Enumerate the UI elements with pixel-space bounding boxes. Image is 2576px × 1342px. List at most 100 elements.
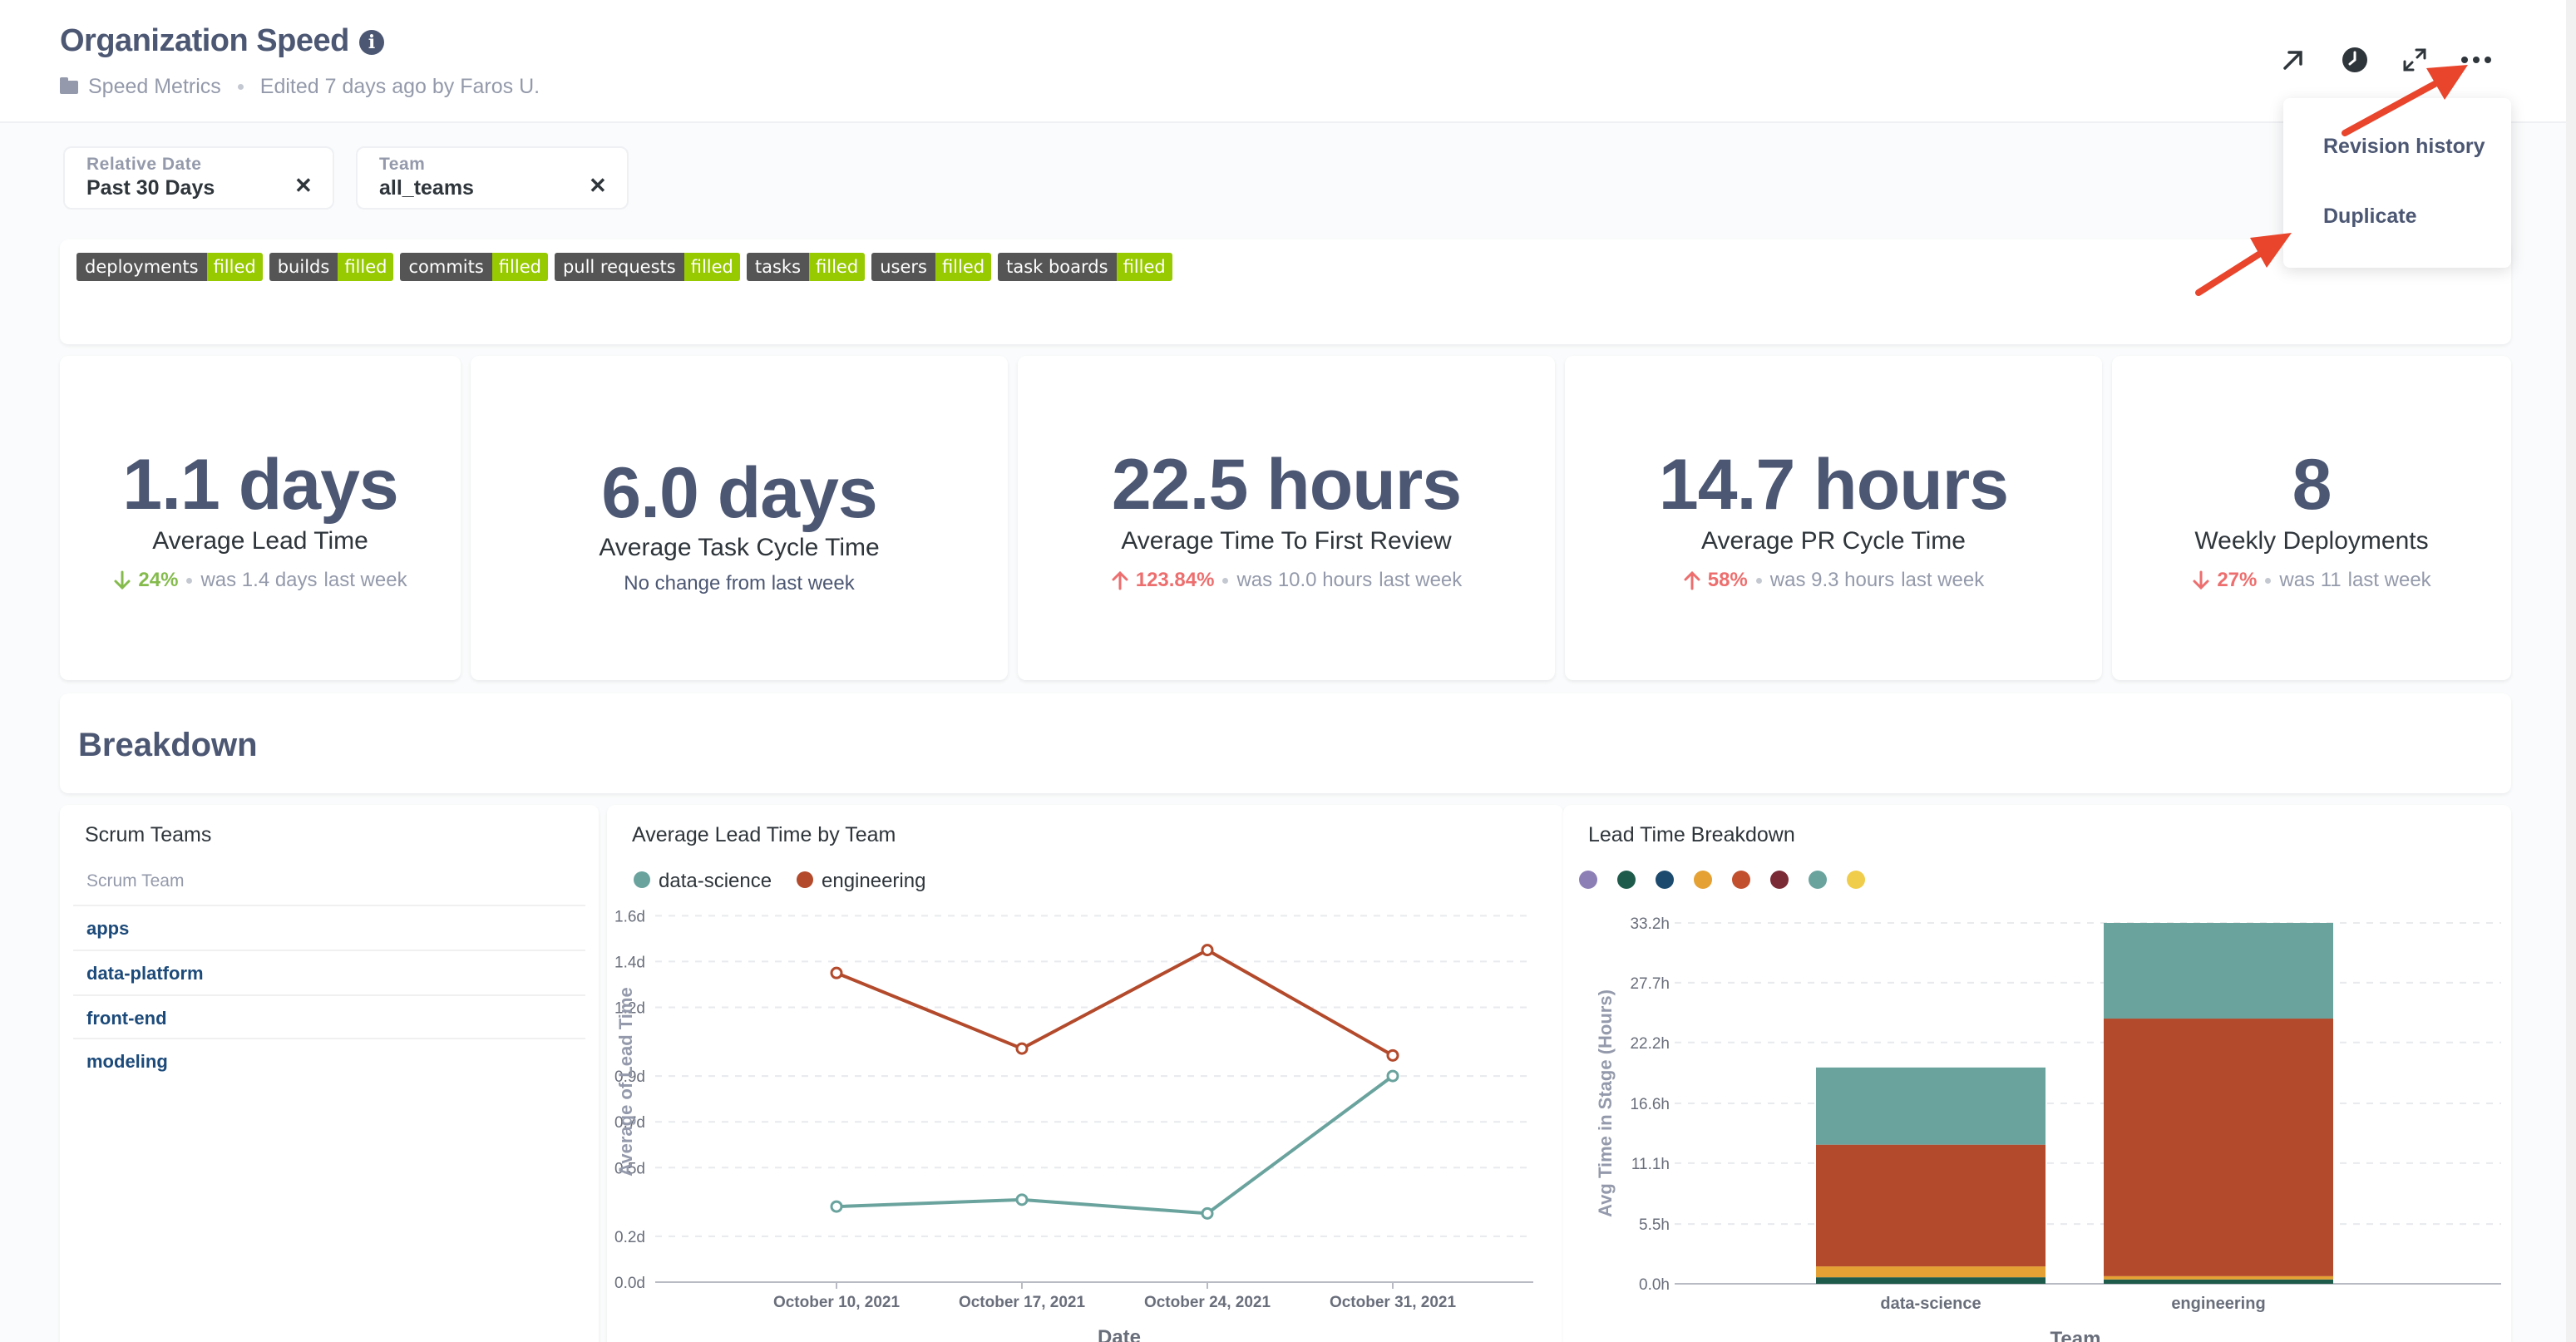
folder-icon (60, 76, 78, 94)
x-axis-label: Date (1098, 1326, 1141, 1342)
bar-segment (1816, 1266, 2046, 1278)
x-tick-label: October 17, 2021 (959, 1294, 1086, 1311)
table-row[interactable]: apps (73, 905, 585, 950)
team-link[interactable]: data-platform (86, 963, 204, 984)
collection-link[interactable]: Speed Metrics (88, 75, 221, 98)
filter-value: Past 30 Days (86, 176, 215, 200)
status-badges: deployments filled builds filled commits fi… (76, 253, 1172, 281)
y-tick-label: 0.0d (614, 1275, 645, 1292)
bar-segment (1816, 1277, 2046, 1284)
metric-previous: was 11 (2279, 569, 2342, 591)
y-tick-label: 0.2d (614, 1229, 645, 1246)
relative-date-filter[interactable]: Relative Date Past 30 Days ✕ (63, 146, 334, 210)
y-tick-label: 5.5h (1639, 1216, 1670, 1234)
bar-segment (2104, 923, 2333, 1019)
metric-value: 8 (2292, 445, 2332, 525)
status-badge: builds filled (269, 253, 394, 281)
metric-comparison: 27% was 11 last week (2112, 569, 2511, 592)
status-badge: task boards filled (998, 253, 1172, 281)
separator-dot (2265, 577, 2272, 584)
data-point (1015, 1193, 1029, 1206)
legend-swatch (634, 871, 650, 888)
breadcrumb: Speed Metrics Edited 7 days ago by Faros… (60, 75, 540, 99)
metric-previous: was 10.0 hours (1236, 569, 1373, 591)
line-chart: data-science engineering 0.0d 0.2d 0.5d 0.7d 0… (614, 870, 1533, 1342)
table-column-header[interactable]: Scrum Team (86, 871, 185, 891)
separator-dot (1755, 577, 1762, 584)
avg-lead-time-panel: Average Lead Time by Team data-science en… (607, 805, 1563, 1342)
legend-swatch (1732, 871, 1750, 889)
fullscreen-icon[interactable] (2396, 42, 2433, 78)
metric-value: 14.7 hours (1658, 445, 2009, 525)
legend-label: data-science (659, 870, 772, 892)
metric-card-task-cycle-time[interactable]: 6.0 days Average Task Cycle Time No chan… (471, 356, 1008, 680)
legend-swatch (1656, 871, 1674, 889)
arrow-up-icon (1684, 570, 1700, 590)
status-badge: commits filled (400, 253, 548, 281)
data-point (1386, 1069, 1399, 1083)
info-icon[interactable]: i (359, 30, 384, 55)
legend-swatch (1847, 871, 1865, 889)
legend-swatch (1809, 871, 1827, 889)
status-badge: pull requests filled (554, 253, 740, 281)
panel-title: Scrum Teams (85, 823, 212, 846)
metric-card-lead-time[interactable]: 1.1 days Average Lead Time 24% was 1.4 d… (60, 356, 461, 680)
legend-swatch (1617, 871, 1636, 889)
metric-value: 1.1 days (122, 445, 398, 525)
y-axis-label: Avg Time in Stage (Hours) (1595, 989, 1616, 1217)
bar-segment (1816, 1067, 2046, 1145)
metric-change-pct: 123.84% (1135, 569, 1215, 591)
history-icon[interactable] (2337, 42, 2373, 78)
clear-filter-icon[interactable]: ✕ (294, 173, 313, 198)
data-point (1201, 1206, 1214, 1220)
x-tick-label: data-science (1880, 1295, 1981, 1313)
data-point (1015, 1042, 1029, 1055)
scrum-teams-panel: Scrum Teams Scrum Team apps data-platfor… (60, 805, 599, 1342)
team-link[interactable]: front-end (86, 1008, 167, 1029)
edited-info: Edited 7 days ago by Faros U. (259, 75, 540, 98)
metric-card-pr-cycle-time[interactable]: 14.7 hours Average PR Cycle Time 58% was… (1565, 356, 2102, 680)
y-tick-label: 0.7d (614, 1114, 645, 1132)
team-link[interactable]: apps (86, 918, 130, 939)
scrollbar[interactable] (2566, 0, 2576, 1342)
x-tick-label: engineering (2171, 1295, 2265, 1313)
data-point (1201, 944, 1214, 957)
metric-comparison: 24% was 1.4 days last week (60, 569, 461, 592)
y-tick-label: 33.2h (1630, 915, 1670, 933)
metric-period: last week (2347, 569, 2431, 591)
filter-label: Team (379, 155, 426, 174)
metric-value: 22.5 hours (1111, 445, 1462, 525)
arrow-down-icon (114, 570, 131, 590)
series-line-data-science (836, 1074, 1394, 1216)
metric-comparison: 123.84% was 10.0 hours last week (1018, 569, 1555, 592)
team-filter[interactable]: Team all_teams ✕ (356, 146, 629, 210)
table-row[interactable]: modeling (73, 1038, 585, 1083)
expand-icon[interactable] (2275, 42, 2312, 78)
y-tick-label: 11.1h (1631, 1156, 1670, 1173)
menu-item-revision-history[interactable]: Revision history (2323, 135, 2485, 158)
separator-dot (1222, 577, 1229, 584)
legend-swatch (797, 871, 813, 888)
metric-comparison: No change from last week (471, 572, 1008, 595)
metric-change-pct: 27% (2217, 569, 2258, 591)
arrow-up-icon (1112, 570, 1128, 590)
metric-card-first-review[interactable]: 22.5 hours Average Time To First Review … (1018, 356, 1555, 680)
table-row[interactable]: data-platform (73, 950, 585, 994)
metric-label: Average Time To First Review (1121, 527, 1452, 555)
table-row[interactable]: front-end (73, 994, 585, 1039)
data-point (830, 966, 843, 979)
metric-label: Average PR Cycle Time (1701, 527, 1966, 555)
metric-change-pct: 24% (138, 569, 179, 591)
metric-card-weekly-deployments[interactable]: 8 Weekly Deployments 27% was 11 last wee… (2112, 356, 2511, 680)
menu-item-duplicate[interactable]: Duplicate (2323, 205, 2417, 228)
lead-time-breakdown-panel: Lead Time Breakdown 0.0h 5.5h 11.1h 16.6h 22… (1563, 805, 2511, 1342)
bar-segment (2104, 1279, 2333, 1284)
metric-period: last week (1901, 569, 1985, 591)
page-title: Organization Speed (60, 23, 349, 58)
status-badge: deployments filled (76, 253, 263, 281)
clear-filter-icon[interactable]: ✕ (589, 173, 607, 198)
metric-label: Average Task Cycle Time (599, 534, 880, 561)
series-line-engineering (836, 948, 1394, 1058)
more-icon[interactable] (2458, 42, 2495, 78)
team-link[interactable]: modeling (86, 1051, 168, 1072)
